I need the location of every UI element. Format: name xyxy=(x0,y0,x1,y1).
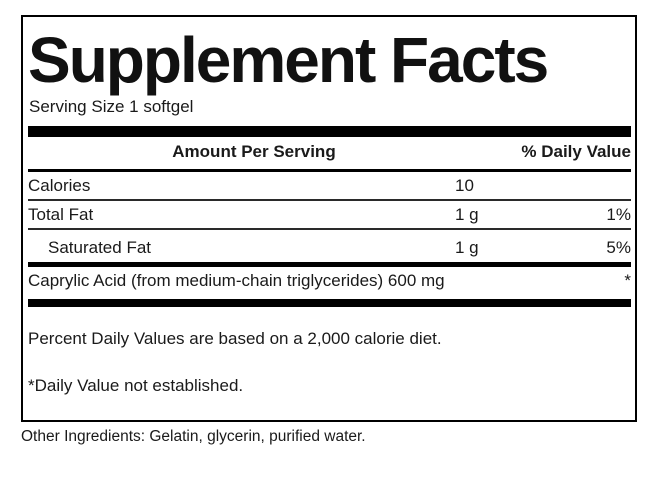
serving-size-text: Serving Size 1 softgel xyxy=(29,97,194,116)
supplement-facts-panel: Supplement Facts Serving Size 1 softgel xyxy=(21,15,637,422)
footnote-percent-daily-values: Percent Daily Values are based on a 2,00… xyxy=(28,329,442,348)
nutrient-name: Caprylic Acid (from medium-chain triglyc… xyxy=(28,271,445,290)
nutrient-amount: 10 xyxy=(455,176,474,195)
nutrient-name: Saturated Fat xyxy=(48,238,152,257)
divider-header xyxy=(28,169,631,172)
divider-thick-top xyxy=(28,126,631,137)
divider-calories xyxy=(28,199,631,201)
table-row: Saturated Fat 1 g 5% xyxy=(28,238,631,258)
table-header-row: Amount Per Serving % Daily Value xyxy=(28,142,631,162)
footnote-daily-value-not-established: *Daily Value not established. xyxy=(28,376,244,395)
divider-total-fat xyxy=(28,228,631,230)
table-row: Total Fat 1 g 1% xyxy=(28,205,631,225)
other-ingredients-text: Other Ingredients: Gelatin, glycerin, pu… xyxy=(21,428,366,445)
header-percent-daily-value: % Daily Value xyxy=(521,142,631,161)
divider-saturated-fat xyxy=(28,262,631,267)
divider-thick-bottom xyxy=(28,299,631,307)
nutrient-name: Calories xyxy=(28,176,91,195)
nutrient-dv-asterisk: * xyxy=(624,271,631,290)
nutrient-amount: 1 g xyxy=(455,205,479,224)
nutrient-amount: 1 g xyxy=(455,238,479,257)
nutrient-dv: 1% xyxy=(606,205,631,224)
header-amount-per-serving: Amount Per Serving xyxy=(172,142,336,161)
table-row: Caprylic Acid (from medium-chain triglyc… xyxy=(28,271,631,291)
nutrient-name: Total Fat xyxy=(28,205,94,224)
panel-title: Supplement Facts xyxy=(28,24,549,96)
nutrient-dv: 5% xyxy=(606,238,631,257)
table-row: Calories 10 xyxy=(28,176,631,196)
